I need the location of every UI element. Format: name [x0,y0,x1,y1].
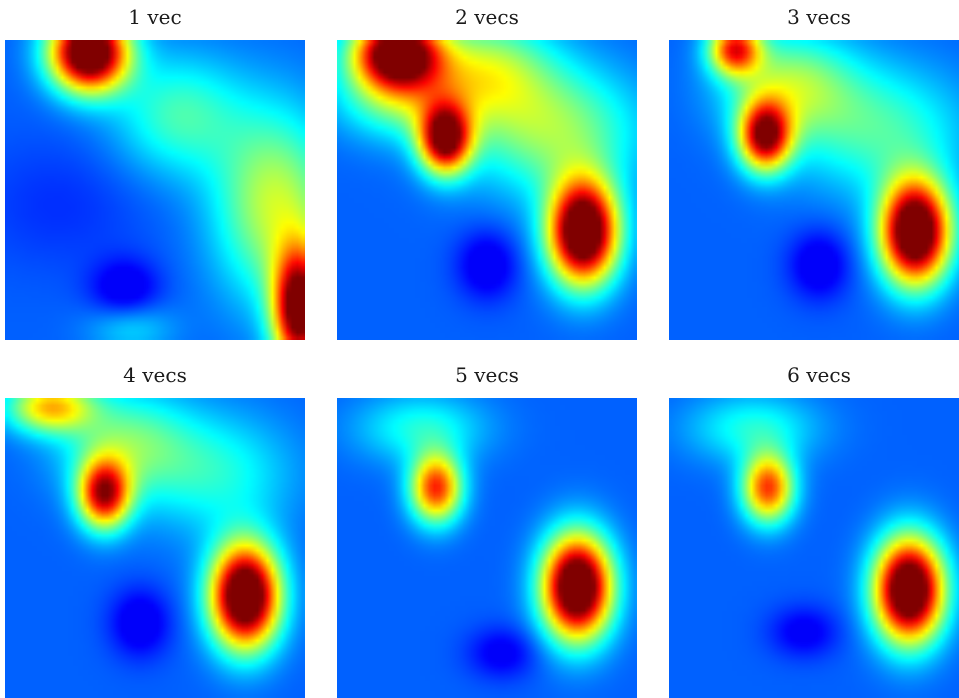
heatmap-panel [669,398,959,698]
heatmap-panel [669,40,959,340]
panel-title: 3 vecs [787,5,851,29]
heatmap-image [5,398,305,698]
panel-title: 1 vec [128,5,182,29]
heatmap-image [337,398,637,698]
heatmap-panel [337,40,637,340]
heatmap-image [337,40,637,340]
panel-title: 6 vecs [787,363,851,387]
panel-title: 2 vecs [455,5,519,29]
panel-title: 5 vecs [455,363,519,387]
heatmap-image [5,40,305,340]
heatmap-panel [337,398,637,698]
heatmap-panel [5,398,305,698]
heatmap-panel [5,40,305,340]
heatmap-image [669,40,959,340]
heatmap-image [669,398,959,698]
panel-title: 4 vecs [123,363,187,387]
